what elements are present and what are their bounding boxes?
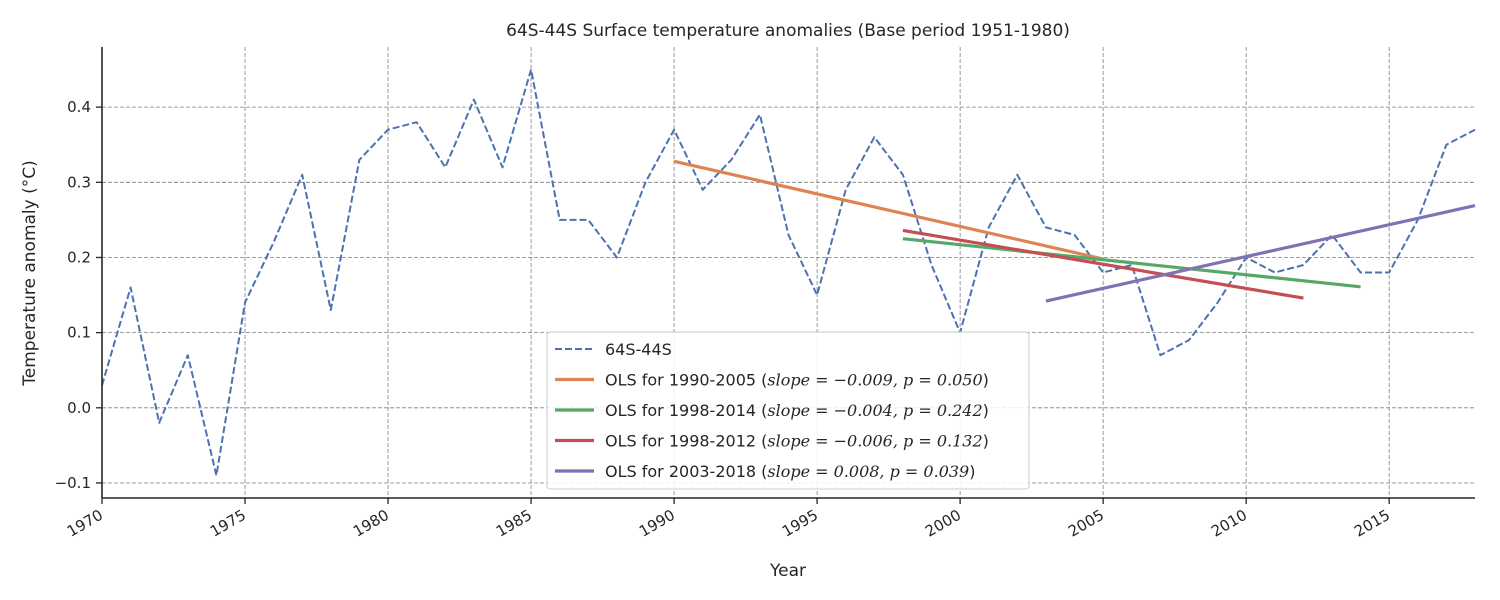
- legend: 64S-44S OLS for 1990-2005 (slope = −0.009…: [546, 331, 1030, 490]
- x-tick-label: 1995: [779, 506, 821, 541]
- legend-entry-label: OLS for 1998-2012 (slope = −0.006, p = 0…: [605, 432, 989, 451]
- ols-line-1: [673, 159, 1104, 261]
- ols-line-3: [902, 228, 1304, 300]
- y-tick-label: 0.4: [67, 98, 91, 116]
- legend-entry-label: OLS for 1998-2014 (slope = −0.004, p = 0…: [605, 401, 989, 420]
- y-axis-label: Temperature anomaly (°C): [20, 160, 40, 386]
- legend-box: [546, 331, 1030, 490]
- y-tick-label: 0.0: [67, 399, 91, 417]
- x-tick-label: 1970: [64, 506, 106, 541]
- data-layer: [101, 68, 1476, 477]
- x-axis-label: Year: [769, 561, 806, 581]
- y-tick-label: −0.1: [55, 474, 91, 492]
- x-tick-label: 2005: [1065, 506, 1107, 541]
- x-tick-label: 2000: [922, 506, 964, 541]
- legend-entry-label: OLS for 2003-2018 (slope = 0.008, p = 0.…: [605, 462, 975, 481]
- chart-title: 64S-44S Surface temperature anomalies (B…: [506, 21, 1070, 41]
- x-tick-label: 1980: [350, 506, 392, 541]
- ols-line-4: [1045, 204, 1476, 303]
- x-tick-label: 2015: [1351, 506, 1393, 541]
- y-tick-label: 0.3: [67, 173, 91, 191]
- legend-entry-label: OLS for 1990-2005 (slope = −0.009, p = 0…: [605, 371, 989, 390]
- x-tick-label: 1975: [207, 506, 249, 541]
- legend-entry-label: 64S-44S: [605, 340, 672, 359]
- x-tick-label: 1985: [493, 506, 535, 541]
- ols-line-2: [902, 237, 1361, 289]
- x-tick-label: 1990: [636, 506, 678, 541]
- y-tick-label: 0.2: [67, 248, 91, 266]
- y-tick-label: 0.1: [67, 324, 91, 342]
- x-tick-label: 2010: [1208, 506, 1250, 541]
